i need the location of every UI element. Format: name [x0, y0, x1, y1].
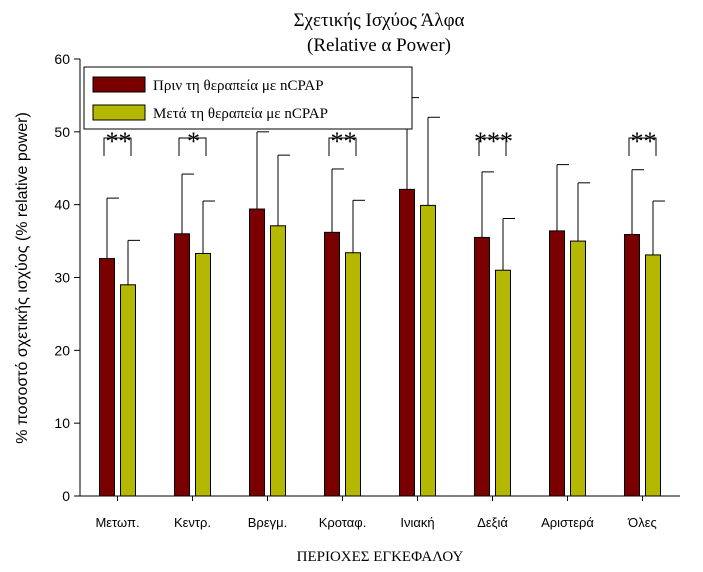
y-tick-label: 60: [54, 51, 70, 67]
bar-before: [249, 208, 265, 497]
x-category-label: Όλες: [627, 515, 657, 530]
y-tick-label: 20: [54, 342, 70, 358]
significance-bracket: [328, 137, 357, 156]
bar-after: [495, 269, 511, 497]
significance-marker: **: [631, 127, 657, 156]
bar-after: [120, 284, 136, 497]
significance-marker: ***: [474, 127, 513, 156]
x-category-label: Ινιακή: [400, 515, 434, 530]
significance-bracket: [478, 137, 507, 156]
x-category-label: Μετωπ.: [95, 515, 139, 530]
bar-before: [399, 188, 415, 497]
y-tick-label: 30: [54, 270, 70, 286]
bar-after: [420, 204, 436, 497]
y-tick-label: 50: [54, 124, 70, 140]
significance-bracket: [628, 137, 657, 156]
bar-before: [324, 231, 340, 497]
y-axis-label: % ποσοστό σχετικής ισχύος (% relative po…: [14, 112, 31, 444]
bar-after: [195, 252, 211, 497]
x-category-label: Κροταφ.: [319, 515, 367, 530]
significance-marker: *: [187, 127, 200, 156]
bar-before: [549, 230, 565, 497]
significance-bracket: [178, 137, 207, 156]
significance-marker: **: [106, 127, 132, 156]
legend-swatch-after: [92, 104, 146, 121]
y-tick-label: 10: [54, 415, 70, 431]
bar-before: [474, 236, 490, 497]
x-axis-label: ΠΕΡΙΟΧΕΣ ΕΓΚΕΦΑΛΟΥ: [297, 549, 464, 565]
bar-before: [624, 234, 640, 497]
legend-label-before: Πριν τη θεραπεία με nCPAP: [153, 78, 324, 94]
significance-bracket: [103, 137, 132, 156]
bar-after: [345, 252, 361, 497]
bar-before: [99, 258, 115, 497]
bar-after: [270, 225, 286, 497]
bar-before: [174, 233, 190, 497]
plot-area: 0 10 20 30 40 50 60 Μετωπ. ** Κεντρ. * Βρεγμ. Κροταφ…: [54, 51, 680, 530]
legend-swatch-before: [92, 76, 146, 93]
legend-label-after: Μετά τη θεραπεία με nCPAP: [153, 106, 328, 122]
chart-subtitle: (Relative α Power): [307, 35, 451, 56]
significance-marker: **: [331, 127, 357, 156]
bar-after: [570, 240, 586, 497]
y-tick-label: 40: [54, 197, 70, 213]
x-category-label: Κεντρ.: [174, 515, 211, 530]
bar-after: [645, 254, 661, 497]
legend: Πριν τη θεραπεία με nCPAP Μετά τη θεραπε…: [83, 66, 413, 130]
x-category-label: Αριστερά: [541, 515, 594, 530]
y-tick-label: 0: [62, 488, 70, 504]
x-category-label: Δεξιά: [477, 515, 508, 530]
chart-title: Σχετικής Ισχύος Άλφα: [294, 10, 465, 31]
x-category-label: Βρεγμ.: [248, 515, 287, 530]
